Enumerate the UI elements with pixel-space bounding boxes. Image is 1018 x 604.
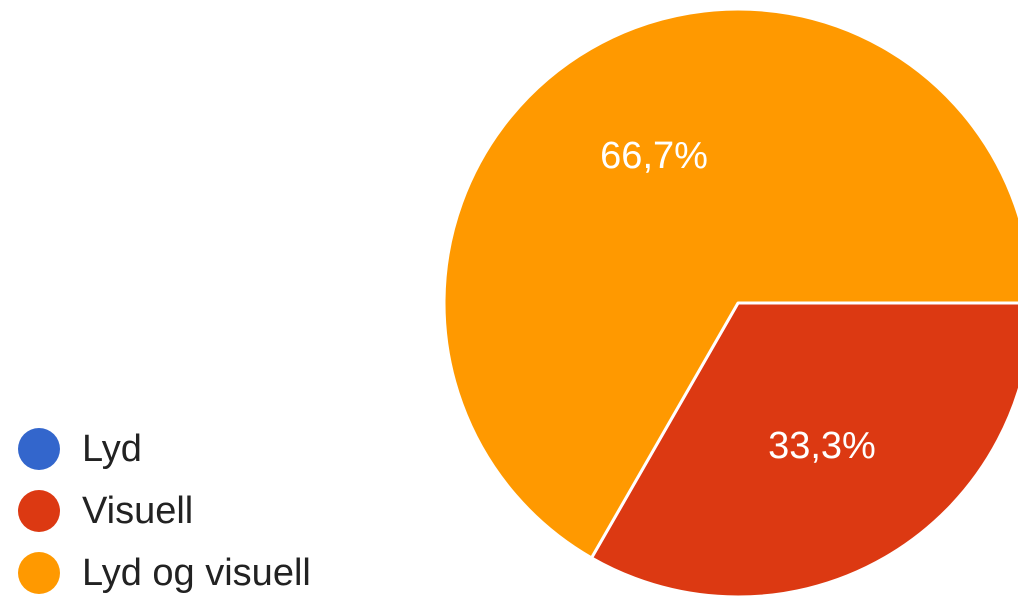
legend-swatch-visuell [18,490,60,532]
legend-swatch-lyd-og-visuell [18,552,60,594]
pie-slice-lyd-og-visuell[interactable] [442,7,1018,560]
legend: Lyd Visuell Lyd og visuell [18,418,378,604]
pie-slice-labels: 33,3% 66,7% [600,135,876,467]
slice-label-visuell: 33,3% [768,425,876,467]
legend-swatch-lyd [18,428,60,470]
legend-item-lyd-og-visuell[interactable]: Lyd og visuell [18,542,378,604]
legend-label-visuell: Visuell [82,489,194,532]
legend-item-lyd[interactable]: Lyd [18,418,378,480]
pie-slices [442,7,1018,599]
legend-item-visuell[interactable]: Visuell [18,480,378,542]
pie-slice-visuell[interactable] [590,301,1018,599]
legend-label-lyd-og-visuell: Lyd og visuell [82,551,311,594]
legend-label-lyd: Lyd [82,427,142,470]
slice-label-lyd-og-visuell: 66,7% [600,135,708,177]
